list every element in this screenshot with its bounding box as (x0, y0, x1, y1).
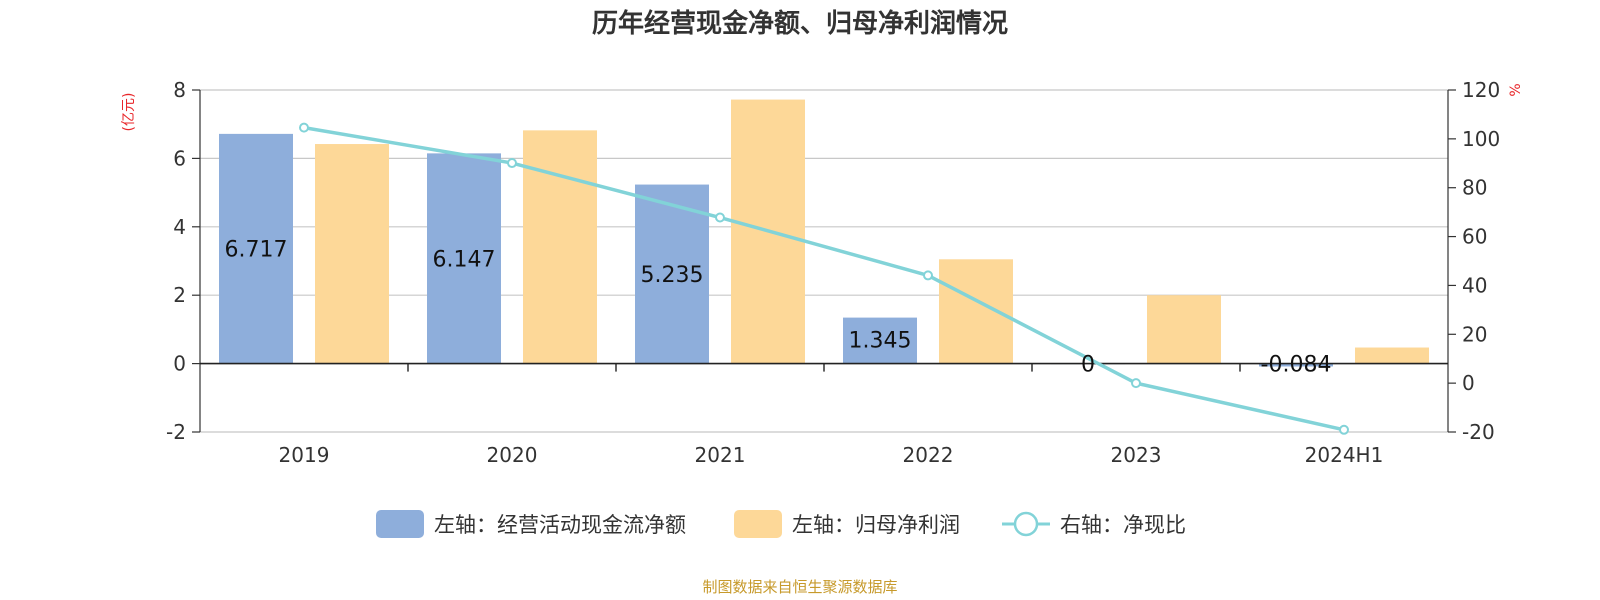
data-label: -0.084 (1261, 353, 1332, 378)
data-label: 6.147 (433, 247, 496, 272)
legend-marker-ratio (1013, 511, 1039, 537)
data-label: 1.345 (849, 329, 912, 354)
right-tick-label: 60 (1462, 225, 1487, 249)
right-tick-label: 100 (1462, 127, 1500, 151)
ratio-line (299, 122, 1349, 435)
source-note: 制图数据来自恒生聚源数据库 (702, 578, 897, 596)
bar (635, 184, 709, 364)
ratio-point (299, 122, 309, 133)
bar (219, 133, 293, 364)
right-tick-label: 20 (1462, 322, 1487, 346)
right-axis-unit: % (1508, 83, 1524, 96)
ratio-point (923, 270, 933, 281)
legend-swatch-cash (376, 510, 424, 538)
x-tick-label: 2022 (903, 443, 954, 467)
legend-label-profit: 左轴：归母净利润 (792, 513, 960, 537)
ratio-point (715, 212, 725, 223)
x-tick-label: 2019 (279, 443, 330, 467)
legend-label-cash: 左轴：经营活动现金流净额 (434, 513, 686, 537)
ratio-point (507, 158, 517, 169)
bar (1259, 363, 1333, 367)
data-label: 0 (1081, 353, 1095, 378)
left-tick-label: 6 (173, 146, 186, 170)
right-tick-label: 0 (1462, 371, 1475, 395)
bar (843, 317, 917, 364)
right-tick-label: -20 (1462, 420, 1495, 444)
left-tick-label: 4 (173, 215, 186, 239)
x-tick-label: 2020 (487, 443, 538, 467)
left-tick-label: -2 (166, 420, 186, 444)
data-labels: 6.717 6.147 5.235 1.345 0 -0.084 (225, 238, 1332, 378)
legend-label-ratio: 右轴：净现比 (1060, 513, 1186, 537)
right-tick-label: 80 (1462, 176, 1487, 200)
x-tick-label: 2023 (1111, 443, 1162, 467)
data-label: 6.717 (225, 238, 288, 263)
bar (1147, 295, 1221, 364)
data-label: 5.235 (641, 263, 704, 288)
bar (1355, 347, 1429, 364)
bar (315, 144, 389, 364)
x-tick-label: 2024H1 (1305, 443, 1384, 467)
right-tick-label: 120 (1462, 78, 1500, 102)
left-tick-label: 8 (173, 78, 186, 102)
left-axis-unit: (亿元) (121, 93, 137, 132)
x-tick-label: 2021 (695, 443, 746, 467)
grid-lines (200, 89, 1448, 433)
bar (523, 130, 597, 364)
left-tick-label: 2 (173, 283, 186, 307)
legend-swatch-profit (734, 510, 782, 538)
bar (939, 259, 1013, 364)
ratio-point (1339, 424, 1349, 435)
bar (427, 153, 501, 364)
left-tick-label: 0 (173, 352, 186, 376)
legend: 左轴：经营活动现金流净额 左轴：归母净利润 右轴：净现比 (376, 510, 1186, 538)
ratio-point (1131, 378, 1141, 389)
right-tick-label: 40 (1462, 273, 1487, 297)
ratio-series-line (303, 125, 1345, 432)
bars (219, 99, 1429, 367)
chart-title: 历年经营现金净额、归母净利润情况 (592, 8, 1008, 39)
